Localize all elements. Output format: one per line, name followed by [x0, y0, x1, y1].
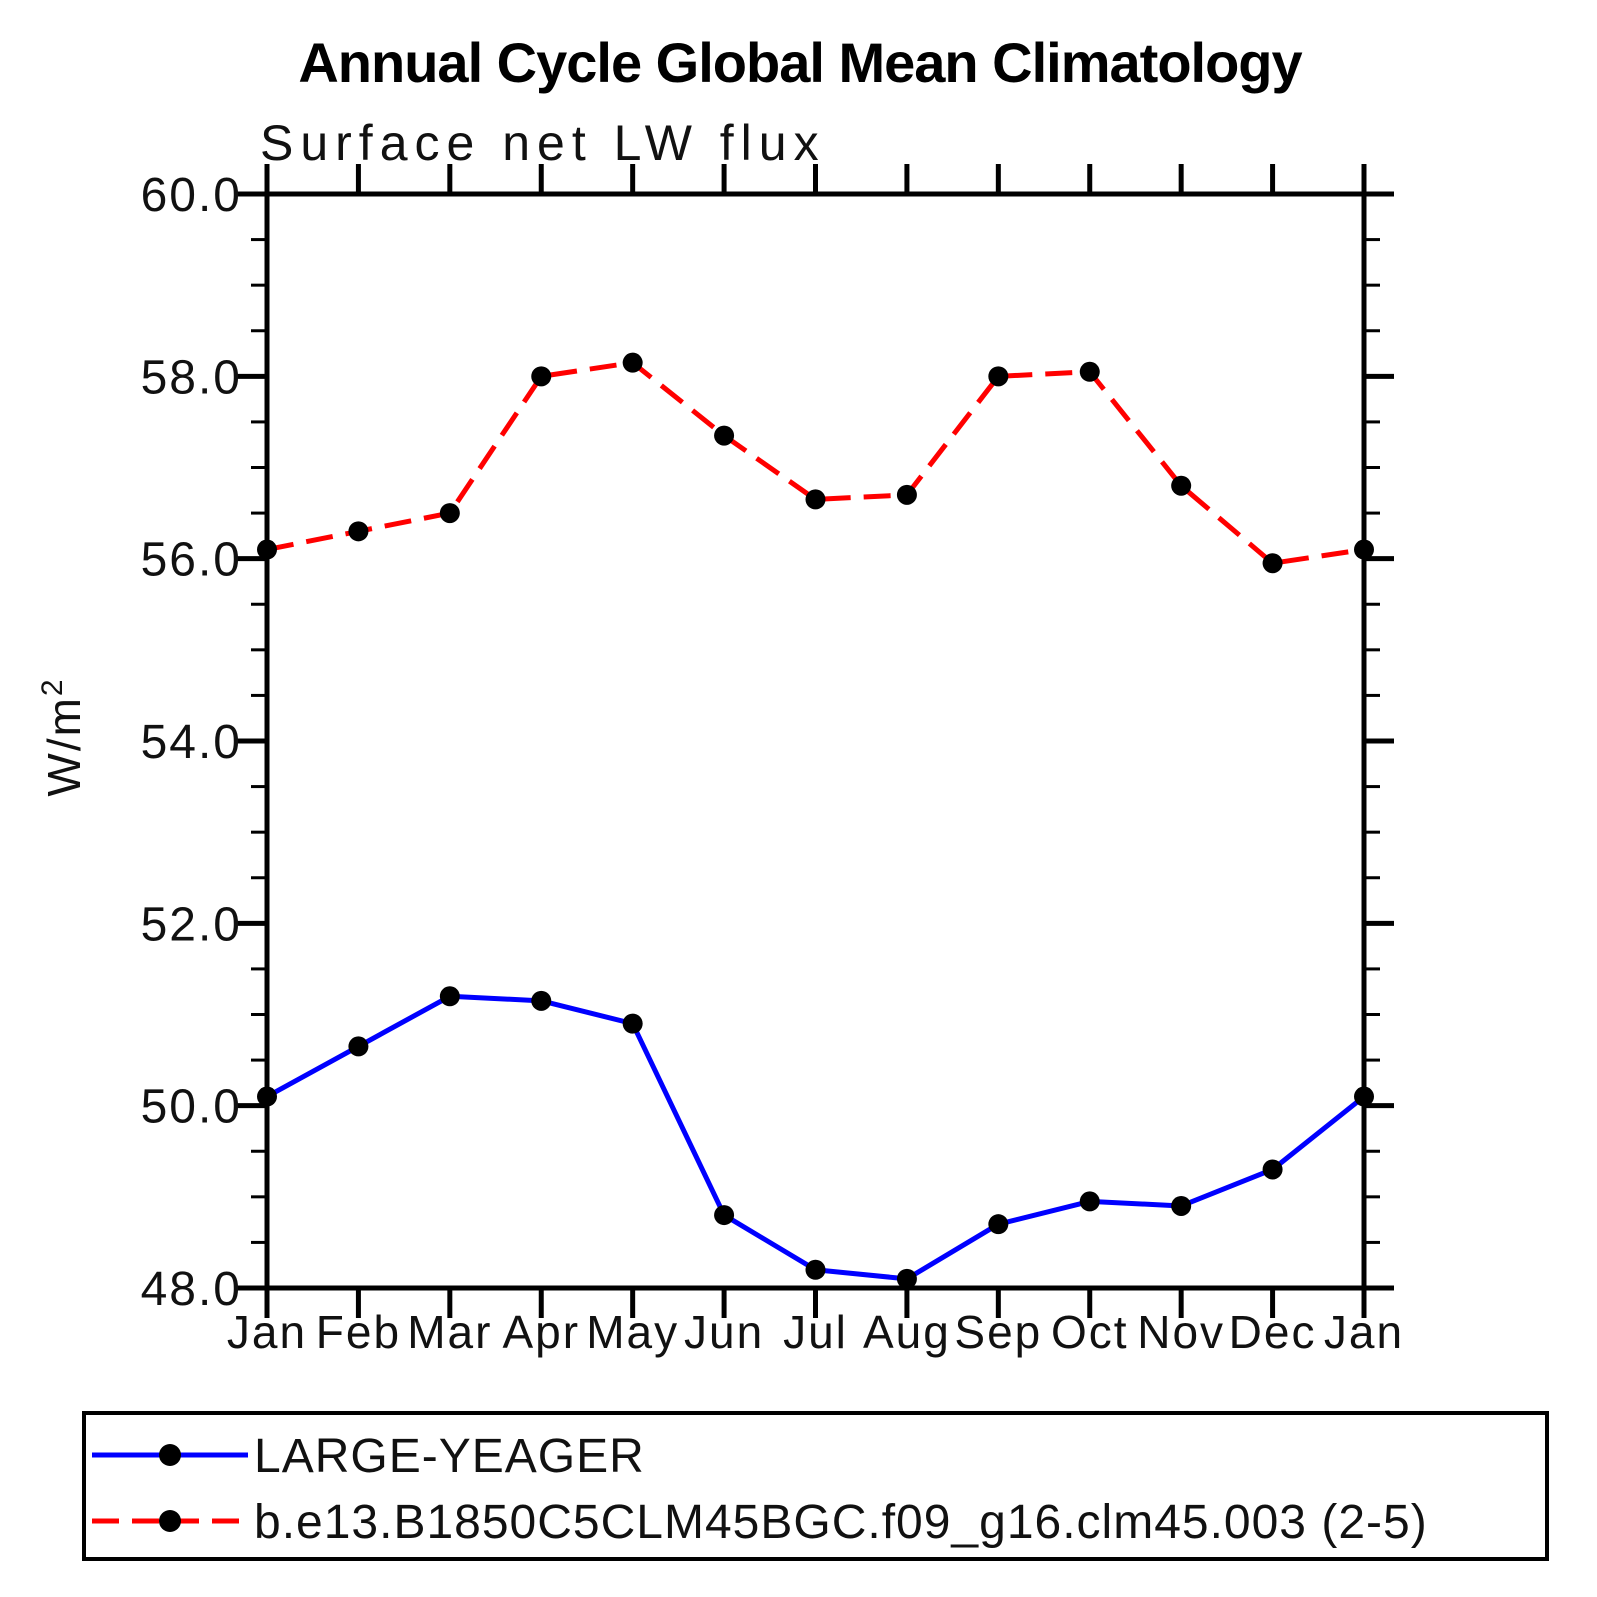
legend-label-large-yeager: LARGE-YEAGER: [254, 1430, 645, 1483]
data-point-series-0: [1171, 1195, 1192, 1216]
data-point-series-1: [714, 425, 735, 446]
x-tick-label: Sep: [954, 1306, 1042, 1358]
y-tick-label: 54.0: [141, 716, 242, 769]
x-tick-label: Jul: [783, 1306, 848, 1358]
data-point-series-1: [622, 352, 643, 373]
x-tick-label: Oct: [1051, 1306, 1129, 1358]
data-point-series-0: [348, 1036, 369, 1057]
x-tick-label: Dec: [1229, 1306, 1317, 1358]
data-point-series-0: [622, 1013, 643, 1034]
data-point-series-0: [257, 1086, 277, 1107]
data-point-series-0: [531, 990, 552, 1011]
data-point-series-0: [896, 1268, 917, 1289]
y-tick-label: 60.0: [141, 169, 242, 222]
data-point-series-1: [1354, 539, 1374, 560]
data-point-series-1: [1079, 361, 1100, 382]
series-line-1: [266, 360, 1365, 566]
data-point-series-0: [439, 986, 460, 1007]
legend-sample-marker-0: [159, 1444, 181, 1466]
data-point-series-0: [805, 1259, 826, 1280]
legend-box: [82, 1411, 1549, 1561]
data-point-series-0: [1262, 1159, 1283, 1180]
data-point-series-1: [896, 484, 917, 505]
y-tick-label: 52.0: [141, 898, 242, 951]
y-tick-labels: 48.0 50.0 52.0 54.0 56.0 58.0 60.0: [141, 169, 242, 1316]
y-tick-label: 58.0: [141, 351, 242, 404]
data-point-series-0: [714, 1205, 735, 1226]
data-series: [257, 352, 1374, 1289]
data-point-series-0: [988, 1214, 1009, 1235]
data-point-series-0: [1079, 1191, 1100, 1212]
data-point-series-1: [1262, 553, 1283, 574]
y-tick-label: 56.0: [141, 534, 242, 587]
x-tick-label: Feb: [316, 1306, 401, 1358]
data-point-series-1: [257, 539, 277, 560]
legend-label-model-run: b.e13.B1850C5CLM45BGC.f09_g16.clm45.003 …: [254, 1496, 1428, 1549]
x-tick-label: Apr: [502, 1306, 580, 1358]
legend: LARGE-YEAGER b.e13.B1850C5CLM45BGC.f09_g…: [82, 1411, 1549, 1561]
plot-axes: [237, 164, 1394, 1318]
plot-frame: [264, 191, 1367, 1291]
data-point-series-1: [805, 489, 826, 510]
x-tick-label: Nov: [1137, 1306, 1225, 1358]
x-tick-label: Jan: [227, 1306, 307, 1358]
data-point-series-1: [988, 366, 1009, 387]
y-axis-label-base: W/m: [38, 696, 90, 797]
x-tick-label: May: [586, 1306, 679, 1358]
y-tick-label: 48.0: [141, 1263, 242, 1316]
y-axis-label: W/m2: [36, 677, 90, 796]
x-tick-label: Jan: [1324, 1306, 1404, 1358]
data-point-series-1: [531, 366, 552, 387]
data-point-series-1: [1171, 475, 1192, 496]
chart-title: Annual Cycle Global Mean Climatology: [298, 31, 1302, 94]
x-tick-label: Jun: [684, 1306, 764, 1358]
data-point-series-1: [348, 521, 369, 542]
x-tick-label: Mar: [407, 1306, 492, 1358]
x-tick-label: Aug: [863, 1306, 951, 1358]
legend-samples: [92, 1444, 248, 1532]
series-line-0: [265, 993, 1366, 1282]
y-tick-label: 50.0: [141, 1081, 242, 1134]
data-point-series-0: [1354, 1086, 1374, 1107]
x-tick-labels: Jan Feb Mar Apr May Jun Jul Aug Sep Oct Nov Dec Jan: [227, 1306, 1404, 1358]
data-point-series-1: [439, 503, 460, 524]
y-axis-label-superscript: 2: [36, 677, 69, 696]
legend-sample-marker-1: [159, 1510, 181, 1532]
chart-subtitle: Surface net LW flux: [260, 115, 826, 171]
